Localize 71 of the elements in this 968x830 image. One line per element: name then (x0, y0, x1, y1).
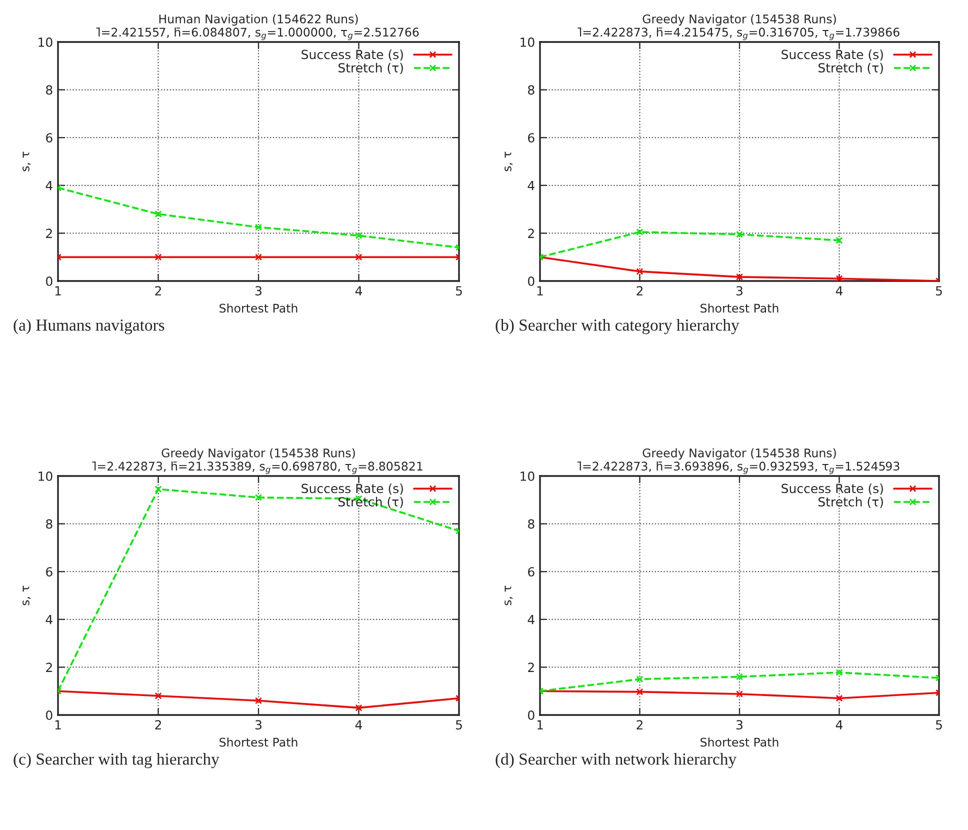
y-tick-label: 8 (46, 85, 52, 95)
y-tick-label: 4 (528, 181, 534, 190)
y-tick-label: 0 (528, 710, 534, 720)
legend-label: Stretch (τ) (338, 62, 403, 74)
x-tick-label: 1 (537, 720, 543, 730)
chart-title: Greedy Navigator (154538 Runs) (162, 448, 355, 460)
x-axis-title: Shortest Path (220, 304, 298, 313)
text: (c) Searcher with tag hierarchy (14, 753, 220, 768)
text: (d) Searcher with network hierarchy (496, 753, 736, 768)
y-axis-title: s, τ (504, 586, 513, 606)
y-tick-label: 6 (528, 133, 534, 143)
legend-label: Success Rate (s) (782, 484, 883, 495)
x-tick-label: 1 (55, 720, 61, 730)
y-tick-label: 0 (46, 710, 52, 720)
y-tick-label: 6 (46, 133, 52, 143)
x-tick-label: 2 (155, 720, 161, 730)
x-tick-label: 4 (355, 720, 362, 730)
x-tick-label: 5 (456, 286, 462, 296)
y-tick-label: 6 (528, 567, 534, 577)
y-tick-label: 2 (46, 228, 52, 238)
y-tick-label: 10 (38, 37, 52, 47)
y-tick-label: 10 (38, 471, 52, 481)
y-axis-title: s, τ (504, 152, 513, 172)
y-tick-label: 2 (528, 228, 534, 238)
chart-subtitle: l̄=2.422873, h̄=4.215475, s$_{g}$=0.316705, τ$_{g}$=1.739866 (578, 27, 900, 40)
y-tick-label: 4 (46, 181, 52, 190)
y-tick-label: 8 (46, 519, 52, 529)
x-tick-label: 4 (836, 286, 843, 296)
y-tick-label: 6 (46, 567, 52, 577)
x-tick-label: 3 (255, 720, 262, 730)
x-tick-label: 1 (55, 286, 61, 296)
y-tick-label: 8 (528, 85, 534, 95)
y-axis-title: s, τ (22, 586, 31, 606)
y-tick-label: 10 (520, 471, 534, 481)
x-axis-title: Shortest Path (220, 738, 298, 747)
y-tick-label: 2 (528, 662, 534, 672)
chart-title: Greedy Navigator (154538 Runs) (642, 448, 836, 460)
x-axis-title: Shortest Path (700, 304, 778, 313)
legend-label: Stretch (τ) (818, 62, 883, 74)
x-tick-label: 2 (636, 286, 642, 296)
legend-label: Success Rate (s) (782, 50, 883, 61)
chart-title: Human Navigation (154622 Runs) (159, 14, 358, 26)
legend-label: Success Rate (s) (302, 484, 403, 495)
chart-subtitle: l̄=2.421557, h̄=6.084807, s$_{g}$=1.000000, τ$_{g}$=2.512766 (96, 27, 419, 40)
y-tick-label: 2 (46, 662, 52, 672)
chart-subtitle: l̄=2.422873, h̄=21.335389, s$_{g}$=0.698780, τ$_{g}$=8.805821 (92, 461, 422, 474)
y-tick-label: 10 (520, 37, 534, 47)
x-tick-label: 2 (155, 286, 161, 296)
text: (b) Searcher with category hierarchy (496, 319, 740, 334)
x-axis-title: Shortest Path (700, 738, 778, 747)
x-tick-label: 3 (255, 286, 262, 296)
x-tick-label: 3 (736, 720, 742, 730)
legend-label: Success Rate (s) (302, 50, 403, 61)
x-tick-label: 2 (636, 720, 642, 730)
x-tick-label: 1 (537, 286, 543, 296)
x-tick-label: 5 (936, 286, 942, 296)
y-axis-title: s, τ (22, 152, 31, 172)
y-tick-label: 4 (528, 615, 534, 624)
y-tick-label: 0 (46, 276, 52, 286)
x-tick-label: 5 (936, 720, 942, 730)
legend-label: Stretch (τ) (818, 496, 883, 508)
x-tick-label: 4 (836, 720, 843, 730)
chart-subtitle: l̄=2.422873, h̄=3.693896, s$_{g}$=0.932593, τ$_{g}$=1.524593 (577, 461, 900, 474)
y-tick-label: 8 (528, 519, 534, 529)
x-tick-label: 4 (355, 286, 362, 296)
chart-title: Greedy Navigator (154538 Runs) (642, 14, 836, 26)
y-tick-label: 4 (46, 615, 52, 624)
y-tick-label: 0 (528, 276, 534, 286)
x-tick-label: 3 (736, 286, 742, 296)
x-tick-label: 5 (456, 720, 462, 730)
text: (a) Humans navigators (14, 319, 164, 334)
